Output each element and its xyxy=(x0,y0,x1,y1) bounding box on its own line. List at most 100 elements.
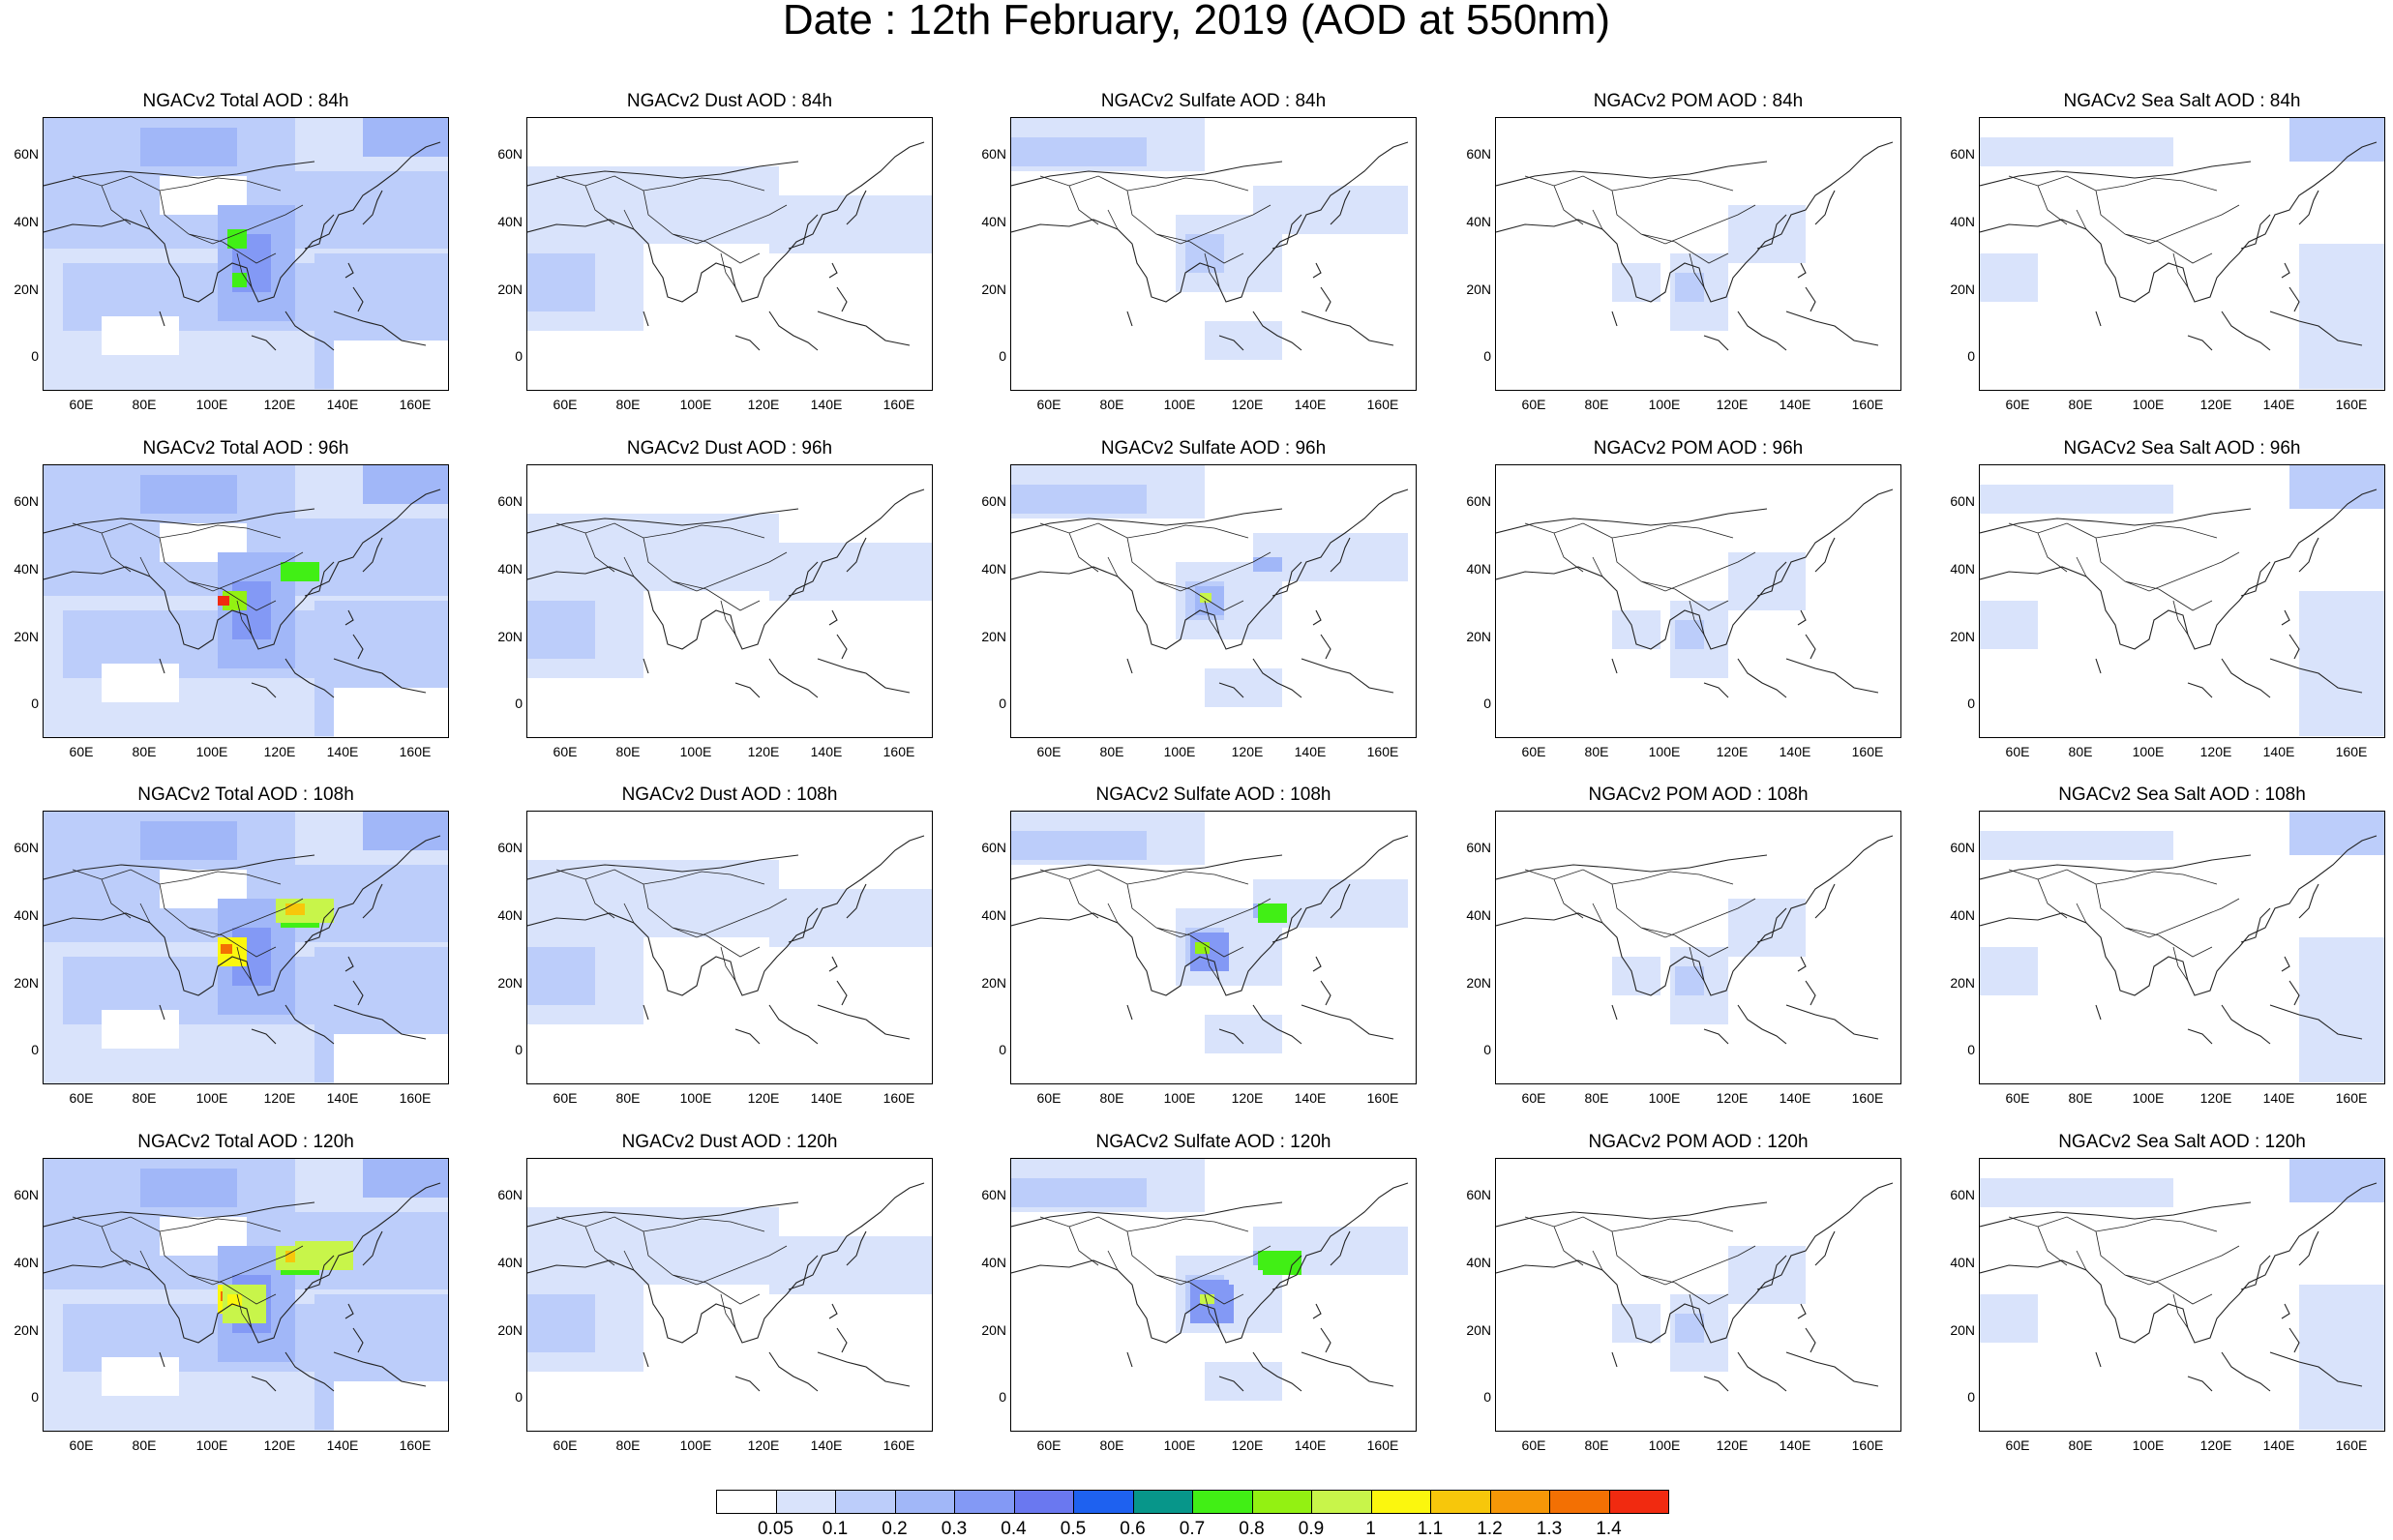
country-borders xyxy=(555,522,788,636)
lon-tick-label: 140E xyxy=(1294,1437,1327,1453)
lon-tick-label: 120E xyxy=(747,397,780,412)
lon-tick-label: 60E xyxy=(69,397,94,412)
lat-tick-label: 20N xyxy=(1466,629,1491,644)
lon-tick-label: 120E xyxy=(1231,1437,1264,1453)
aod-cell xyxy=(1980,601,2038,649)
panel-title-total-2: NGACv2 Total AOD : 108h xyxy=(137,785,354,805)
lon-tick-label: 80E xyxy=(615,1090,641,1106)
lat-tick-label: 60N xyxy=(981,840,1006,855)
lat-tick-label: 20N xyxy=(1466,281,1491,297)
aod-cell xyxy=(1980,253,2038,302)
panel-title-dust-2: NGACv2 Dust AOD : 108h xyxy=(621,785,838,805)
lon-tick-label: 60E xyxy=(1036,744,1062,759)
panel-title-pom-0: NGACv2 POM AOD : 84h xyxy=(1593,91,1804,111)
lon-tick-label: 80E xyxy=(1099,397,1124,412)
lat-tick-label: 20N xyxy=(497,281,523,297)
lon-tick-label: 160E xyxy=(2335,1090,2368,1106)
colorbar-swatch xyxy=(1489,1490,1550,1514)
lon-tick-label: 80E xyxy=(1584,744,1609,759)
lon-tick-label: 100E xyxy=(195,744,228,759)
aod-cell xyxy=(2289,465,2384,509)
map-panel-dust-2 xyxy=(526,811,933,1084)
aod-cell xyxy=(1011,831,1147,860)
panel-title-total-1: NGACv2 Total AOD : 96h xyxy=(142,438,349,459)
lon-tick-label: 120E xyxy=(747,744,780,759)
lon-tick-label: 80E xyxy=(615,744,641,759)
lon-tick-label: 100E xyxy=(1163,1437,1196,1453)
country-borders xyxy=(1039,1216,1271,1329)
lat-tick-label: 40N xyxy=(14,214,39,229)
map-panel-total-0 xyxy=(43,117,449,391)
country-borders xyxy=(555,1216,788,1329)
colorbar-swatch xyxy=(1311,1490,1372,1514)
coastline xyxy=(1980,141,2378,351)
lon-tick-label: 100E xyxy=(679,397,712,412)
lat-tick-label: 60N xyxy=(14,146,39,162)
lon-tick-label: 100E xyxy=(2132,1437,2165,1453)
aod-cell xyxy=(102,316,179,355)
coastline xyxy=(44,1182,441,1392)
coastline xyxy=(1011,1182,1409,1392)
colorbar-swatch xyxy=(1430,1490,1491,1514)
lon-tick-label: 160E xyxy=(1366,397,1399,412)
page-title: Date : 12th February, 2019 (AOD at 550nm… xyxy=(782,0,1611,44)
colorbar-label: 1.2 xyxy=(1477,1519,1503,1539)
lat-tick-label: 40N xyxy=(1466,561,1491,577)
lon-tick-label: 100E xyxy=(2132,397,2165,412)
coastline xyxy=(1980,489,2378,698)
aod-cell xyxy=(527,947,595,1005)
aod-cell xyxy=(1980,485,2173,514)
aod-cell xyxy=(363,812,448,850)
lat-tick-label: 0 xyxy=(1967,348,1975,364)
lon-tick-label: 160E xyxy=(1366,1437,1399,1453)
map-panel-sea-salt-1 xyxy=(1979,464,2385,738)
aod-field-map xyxy=(1011,118,1409,360)
lat-tick-label: 60N xyxy=(1950,146,1975,162)
lon-tick-label: 140E xyxy=(326,1090,359,1106)
lat-tick-label: 40N xyxy=(1950,907,1975,923)
country-borders xyxy=(1524,522,1756,636)
lat-tick-label: 60N xyxy=(14,493,39,509)
lat-tick-label: 40N xyxy=(14,1255,39,1270)
aod-cell xyxy=(221,944,232,954)
lon-tick-label: 100E xyxy=(1648,1437,1681,1453)
colorbar-label: 0.6 xyxy=(1120,1519,1146,1539)
lat-tick-label: 20N xyxy=(1950,281,1975,297)
map-panel-sulfate-0 xyxy=(1010,117,1417,391)
lat-tick-label: 40N xyxy=(14,561,39,577)
lon-tick-label: 80E xyxy=(1099,744,1124,759)
lon-tick-label: 100E xyxy=(679,744,712,759)
lat-tick-label: 20N xyxy=(1950,1322,1975,1338)
lon-tick-label: 120E xyxy=(2199,744,2232,759)
lon-tick-label: 160E xyxy=(399,1437,432,1453)
lon-tick-label: 60E xyxy=(2005,397,2030,412)
lon-tick-label: 60E xyxy=(553,1437,578,1453)
lon-tick-label: 80E xyxy=(132,1090,157,1106)
aod-cell xyxy=(1011,485,1147,514)
aod-field-map xyxy=(527,141,932,351)
lat-tick-label: 40N xyxy=(1466,214,1491,229)
lat-tick-label: 20N xyxy=(1950,975,1975,991)
colorbar-label: 0.9 xyxy=(1298,1519,1325,1539)
aod-cell xyxy=(140,1169,237,1207)
lon-tick-label: 160E xyxy=(882,397,915,412)
coastline xyxy=(1496,835,1894,1045)
lon-tick-label: 120E xyxy=(263,744,296,759)
lon-tick-label: 140E xyxy=(2262,744,2295,759)
lon-tick-label: 100E xyxy=(1163,397,1196,412)
lat-tick-label: 60N xyxy=(1466,1187,1491,1202)
colorbar-label: 0.1 xyxy=(822,1519,849,1539)
aod-cell xyxy=(769,1236,932,1294)
lon-tick-label: 140E xyxy=(810,397,843,412)
aod-cell xyxy=(140,128,237,166)
lon-tick-label: 100E xyxy=(1163,744,1196,759)
country-borders xyxy=(1039,175,1271,288)
aod-field-map xyxy=(44,812,448,1083)
lon-tick-label: 160E xyxy=(1851,1437,1884,1453)
lon-tick-label: 100E xyxy=(1163,1090,1196,1106)
lon-tick-label: 60E xyxy=(553,744,578,759)
colorbar-swatch xyxy=(1192,1490,1253,1514)
lon-tick-label: 160E xyxy=(399,1090,432,1106)
aod-cell xyxy=(227,229,247,249)
colorbar-label: 1.3 xyxy=(1536,1519,1563,1539)
